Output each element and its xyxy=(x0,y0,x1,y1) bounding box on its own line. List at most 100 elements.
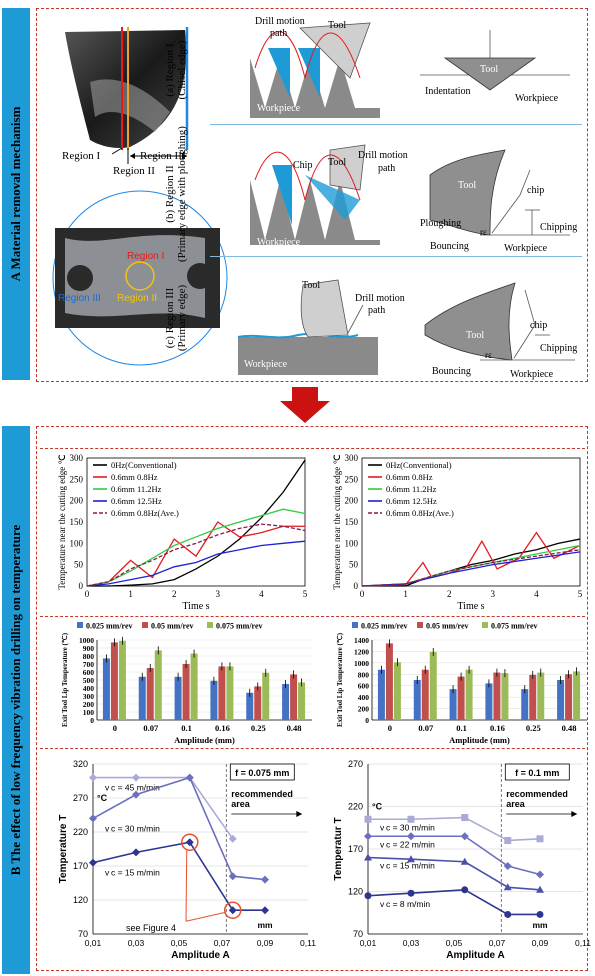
x-tick-label: 0.1 xyxy=(456,723,467,733)
legend-label: 0.075 mm/rev xyxy=(216,622,263,631)
x-tick-label: 0,11 xyxy=(300,938,316,948)
series-line xyxy=(362,538,581,587)
bar xyxy=(429,652,437,720)
r1-sch-workpiece: Workpiece xyxy=(515,93,559,104)
y-tick-label: 600 xyxy=(358,682,370,691)
x-tick-label: 0.48 xyxy=(287,723,302,733)
photo-region-2: Region II xyxy=(117,293,158,304)
bar xyxy=(377,669,385,720)
y-tick-label: 300 xyxy=(70,453,84,463)
bar xyxy=(565,674,573,720)
data-point xyxy=(261,875,269,884)
r2-workpiece: Workpiece xyxy=(257,237,301,248)
x-tick-label: 0,05 xyxy=(171,938,188,948)
series-label: v c = 15 m/min xyxy=(105,868,160,878)
caption-line: (a) Region I xyxy=(164,43,176,97)
y-tick-label: 700 xyxy=(83,660,95,669)
series-line xyxy=(86,508,306,587)
data-point xyxy=(407,855,415,863)
section-a-box xyxy=(36,8,588,382)
y-tick-label: 100 xyxy=(345,538,359,548)
legend-label: 0.6mm 12.5Hz xyxy=(386,496,437,506)
data-point xyxy=(364,892,372,900)
data-point xyxy=(261,906,269,915)
caption-line: (Primary edge with ploughing) xyxy=(176,126,188,262)
bar xyxy=(529,674,537,720)
data-point xyxy=(407,889,415,897)
r3-sch-chip: chip xyxy=(530,320,548,331)
data-point xyxy=(228,906,237,915)
data-point xyxy=(503,862,512,870)
annotation-arrow xyxy=(185,850,188,922)
bar xyxy=(218,666,226,720)
bar xyxy=(226,666,234,720)
r3-path: path xyxy=(368,305,386,316)
feed-label: f = 0.075 mm xyxy=(235,768,289,778)
region3-tool-schematic xyxy=(424,282,575,361)
photo-region-1: Region I xyxy=(127,251,165,262)
bar xyxy=(246,692,254,720)
y-tick-label: 500 xyxy=(83,676,95,685)
x-tick-label: 0.07 xyxy=(418,723,434,733)
x-tick-label: 1 xyxy=(128,589,133,599)
y-axis-label: Exit Tool Lip Temperature (℃) xyxy=(336,632,344,727)
row-b-caption: (b) Region II (Primary edge with ploughi… xyxy=(164,114,188,274)
row-divider xyxy=(210,124,582,125)
legend-label: 0.6mm 12.5Hz xyxy=(111,496,162,506)
x-tick-label: 4 xyxy=(534,589,539,599)
legend-label: 0.075 mm/rev xyxy=(491,622,538,631)
y-tick-label: 1400 xyxy=(354,636,369,645)
series-label: v c = 15 m/min xyxy=(380,861,435,871)
x-axis-label: Time s xyxy=(182,601,209,612)
data-point xyxy=(461,886,469,894)
bar xyxy=(210,680,218,720)
y-tick-label: 900 xyxy=(83,644,95,653)
photo-region-3: Region III xyxy=(58,293,101,304)
bar xyxy=(421,669,429,720)
legend-label: 0Hz(Conventional) xyxy=(386,460,452,470)
r2-chip: Chip xyxy=(293,160,313,171)
drill-photo xyxy=(65,27,189,150)
r1-path: path xyxy=(270,28,288,39)
data-point xyxy=(185,773,194,782)
caption-line: (c) Region III xyxy=(164,287,176,349)
r2-tool: Tool xyxy=(328,157,347,168)
bar xyxy=(298,682,306,720)
y-tick-label: 100 xyxy=(83,708,95,717)
bar xyxy=(485,683,493,720)
r2-sch-chipping: Chipping xyxy=(540,222,578,233)
x-axis-label: Amplitude (mm) xyxy=(174,735,235,745)
x-tick-label: 0.1 xyxy=(181,723,192,733)
bar xyxy=(393,662,401,720)
y-tick-label: 70 xyxy=(78,929,88,939)
y-tick-label: 300 xyxy=(345,453,359,463)
r3-sch-radius: rε xyxy=(485,350,492,360)
x-axis-label: Amplitude A xyxy=(171,950,230,961)
y-tick-label: 1000 xyxy=(79,636,94,645)
x-tick-label: 2 xyxy=(172,589,177,599)
r2-sch-workpiece: Workpiece xyxy=(504,243,548,254)
data-point xyxy=(461,814,469,822)
x-tick-label: 0,11 xyxy=(575,938,591,948)
bar xyxy=(290,674,298,720)
legend-label: 0.6mm 0.8Hz xyxy=(386,472,433,482)
annotation-arrow xyxy=(185,911,226,922)
temperature-chart-right: 0 50 100 150 200 250 300 0 1 2 3 4 5 Time s Temperatur… xyxy=(332,453,583,612)
r2-sch-tool: Tool xyxy=(458,180,477,191)
legend-label: 0.6mm 0.8Hz xyxy=(111,472,158,482)
r2-sch-ploughing: Ploughing xyxy=(420,218,462,229)
data-point xyxy=(364,832,372,841)
y-tick-label: 800 xyxy=(358,670,370,679)
data-point xyxy=(504,837,512,844)
r2-sch-chip: chip xyxy=(527,185,545,196)
y-tick-label: 200 xyxy=(345,496,359,506)
y-tick-label: 200 xyxy=(358,705,370,714)
y-tick-label: 1200 xyxy=(354,647,369,656)
legend-label: 0.6mm 11.2Hz xyxy=(111,484,162,494)
x-tick-label: 5 xyxy=(303,589,308,599)
series-label: v c = 30 m/min xyxy=(105,823,160,833)
highlight-circle xyxy=(181,833,199,851)
r3-sch-chipping: Chipping xyxy=(540,343,578,354)
x-tick-label: 0 xyxy=(113,723,117,733)
r3-sch-tool: Tool xyxy=(466,330,485,341)
